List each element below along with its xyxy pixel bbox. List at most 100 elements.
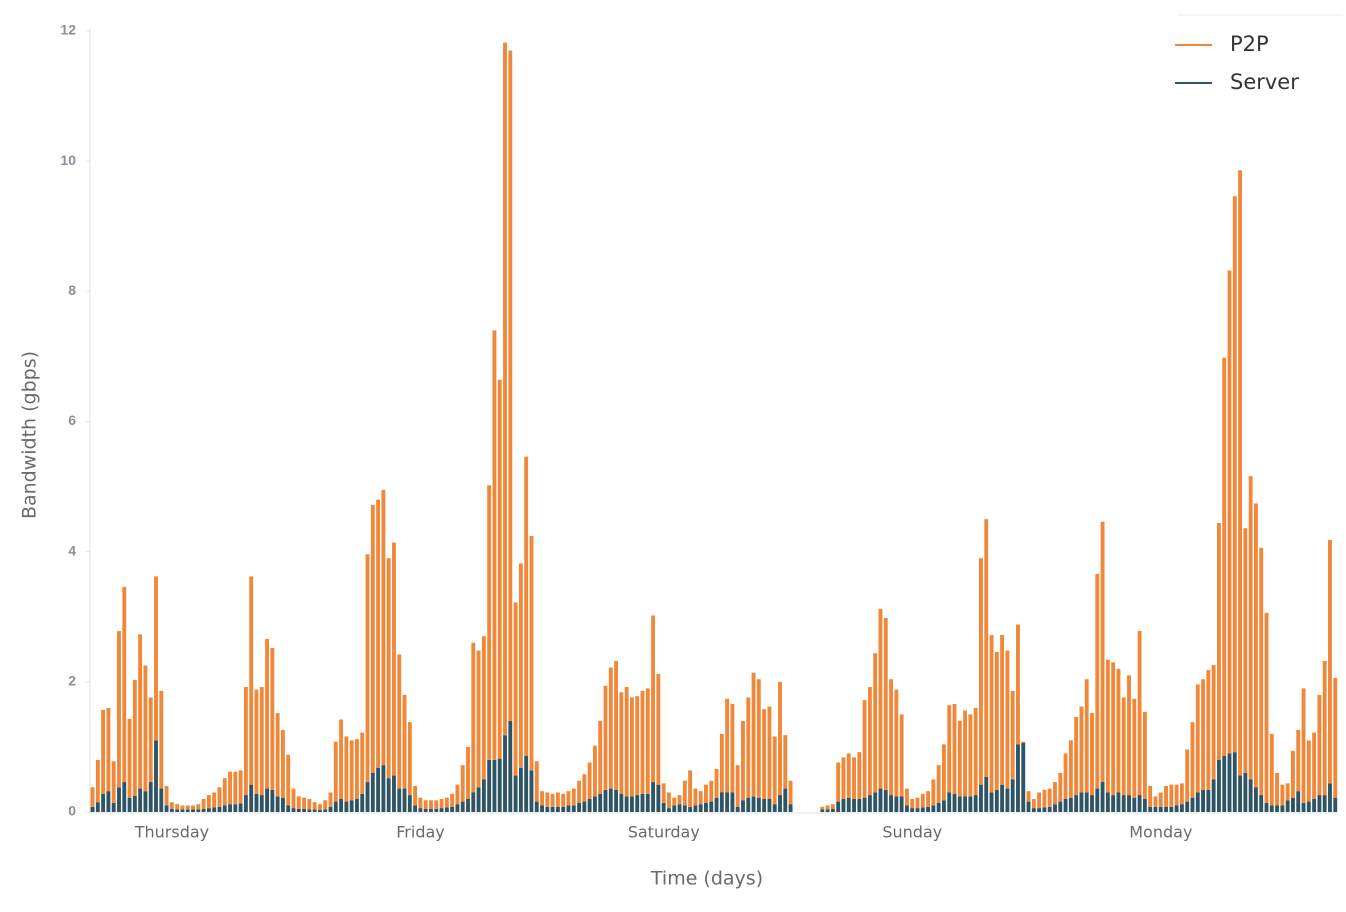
bar-segment: [894, 796, 899, 812]
bar-segment: [682, 805, 687, 812]
bar-segment: [518, 563, 523, 768]
bar-segment: [280, 729, 285, 798]
bar-segment: [947, 792, 952, 812]
bar-segment: [1185, 749, 1190, 802]
bar-segment: [1000, 784, 1005, 812]
bar-segment: [672, 797, 677, 806]
bar-segment: [217, 806, 222, 812]
bar-segment: [307, 809, 312, 812]
bar-segment: [333, 741, 338, 802]
bar-segment: [323, 800, 328, 810]
bar-segment: [661, 802, 666, 812]
bar-segment: [286, 805, 291, 812]
bar-segment: [1211, 664, 1216, 780]
bar-segment: [460, 801, 465, 812]
bar-segment: [825, 809, 830, 812]
bar-segment: [979, 558, 983, 785]
legend-label: Server: [1230, 70, 1299, 94]
bar-segment: [444, 807, 449, 812]
y-axis-title: Bandwidth (gbps): [19, 351, 41, 519]
bar-segment: [439, 798, 444, 809]
bar-segment: [101, 793, 106, 812]
bar-segment: [1105, 792, 1110, 812]
bar-segment: [1169, 784, 1174, 807]
bar-segment: [968, 714, 973, 797]
bar-segment: [95, 759, 100, 803]
bar-segment: [259, 795, 264, 812]
bar-segment: [111, 761, 116, 803]
bar-segment: [920, 793, 925, 808]
bar-segment: [1031, 798, 1036, 809]
bar-segment: [206, 808, 211, 812]
bar-segment: [550, 793, 555, 807]
bar-segment: [592, 796, 597, 812]
bar-segment: [899, 796, 904, 812]
bar-segment: [355, 739, 359, 799]
bar-segment: [370, 772, 375, 812]
bar-segment: [508, 50, 513, 721]
bar-segment: [1259, 795, 1264, 812]
bar-segment: [1132, 698, 1137, 798]
bar-segment: [201, 798, 206, 809]
bar-segment: [1275, 772, 1280, 806]
bar-segment: [265, 788, 269, 812]
bar-segment: [206, 795, 211, 809]
bar-segment: [984, 519, 989, 777]
bar-segment: [259, 687, 264, 796]
bar-segment: [947, 705, 952, 793]
bar-segment: [915, 808, 920, 812]
bar-segment: [545, 792, 550, 807]
bar-segment: [238, 803, 243, 812]
bar-segment: [1312, 732, 1317, 799]
bar-segment: [608, 788, 613, 812]
bar-segment: [926, 791, 931, 807]
bar-segment: [587, 798, 592, 812]
bar-segment: [603, 789, 608, 812]
bar-segment: [619, 692, 624, 794]
bar-segment: [291, 808, 296, 812]
bar-segment: [688, 806, 693, 812]
x-tick-label: Saturday: [628, 823, 700, 842]
bar-segment: [656, 674, 661, 785]
bar-segment: [1222, 756, 1227, 812]
bar-segment: [656, 784, 661, 812]
bar-segment: [931, 779, 936, 806]
bar-segment: [1185, 801, 1190, 812]
bar-segment: [667, 808, 671, 812]
bar-segment: [154, 576, 158, 741]
bar-segment: [878, 608, 883, 789]
bar-segment: [762, 798, 767, 812]
bar-segment: [1137, 795, 1142, 812]
bar-segment: [1238, 775, 1243, 812]
bar-segment: [719, 792, 724, 812]
bar-segment: [836, 801, 841, 812]
bar-segment: [275, 796, 280, 812]
bar-segment: [317, 810, 322, 812]
bar-segment: [275, 713, 280, 797]
bar-segment: [1195, 792, 1200, 812]
bar-segment: [471, 792, 476, 812]
bar-segment: [767, 706, 772, 799]
bar-segment: [836, 762, 841, 802]
bar-segment: [1142, 711, 1147, 799]
bar-segment: [418, 808, 423, 812]
bar-segment: [159, 690, 164, 789]
bar-segment: [296, 796, 301, 809]
bar-segment: [873, 653, 878, 793]
bar-segment: [228, 771, 232, 805]
bar-segment: [587, 762, 592, 799]
bar-segment: [117, 787, 121, 812]
bar-segment: [270, 789, 275, 812]
bar-segment: [677, 804, 682, 812]
bar-segment: [1269, 733, 1274, 806]
bar-segment: [487, 759, 492, 812]
bar-segment: [852, 757, 856, 799]
bar-segment: [513, 602, 518, 776]
bar-segment: [741, 720, 745, 801]
bar-segment: [201, 808, 206, 812]
bar-segment: [423, 800, 428, 809]
bar-segment: [883, 789, 888, 812]
bar-segment: [222, 778, 227, 806]
bar-segment: [111, 802, 116, 812]
bar-segment: [1095, 573, 1100, 789]
